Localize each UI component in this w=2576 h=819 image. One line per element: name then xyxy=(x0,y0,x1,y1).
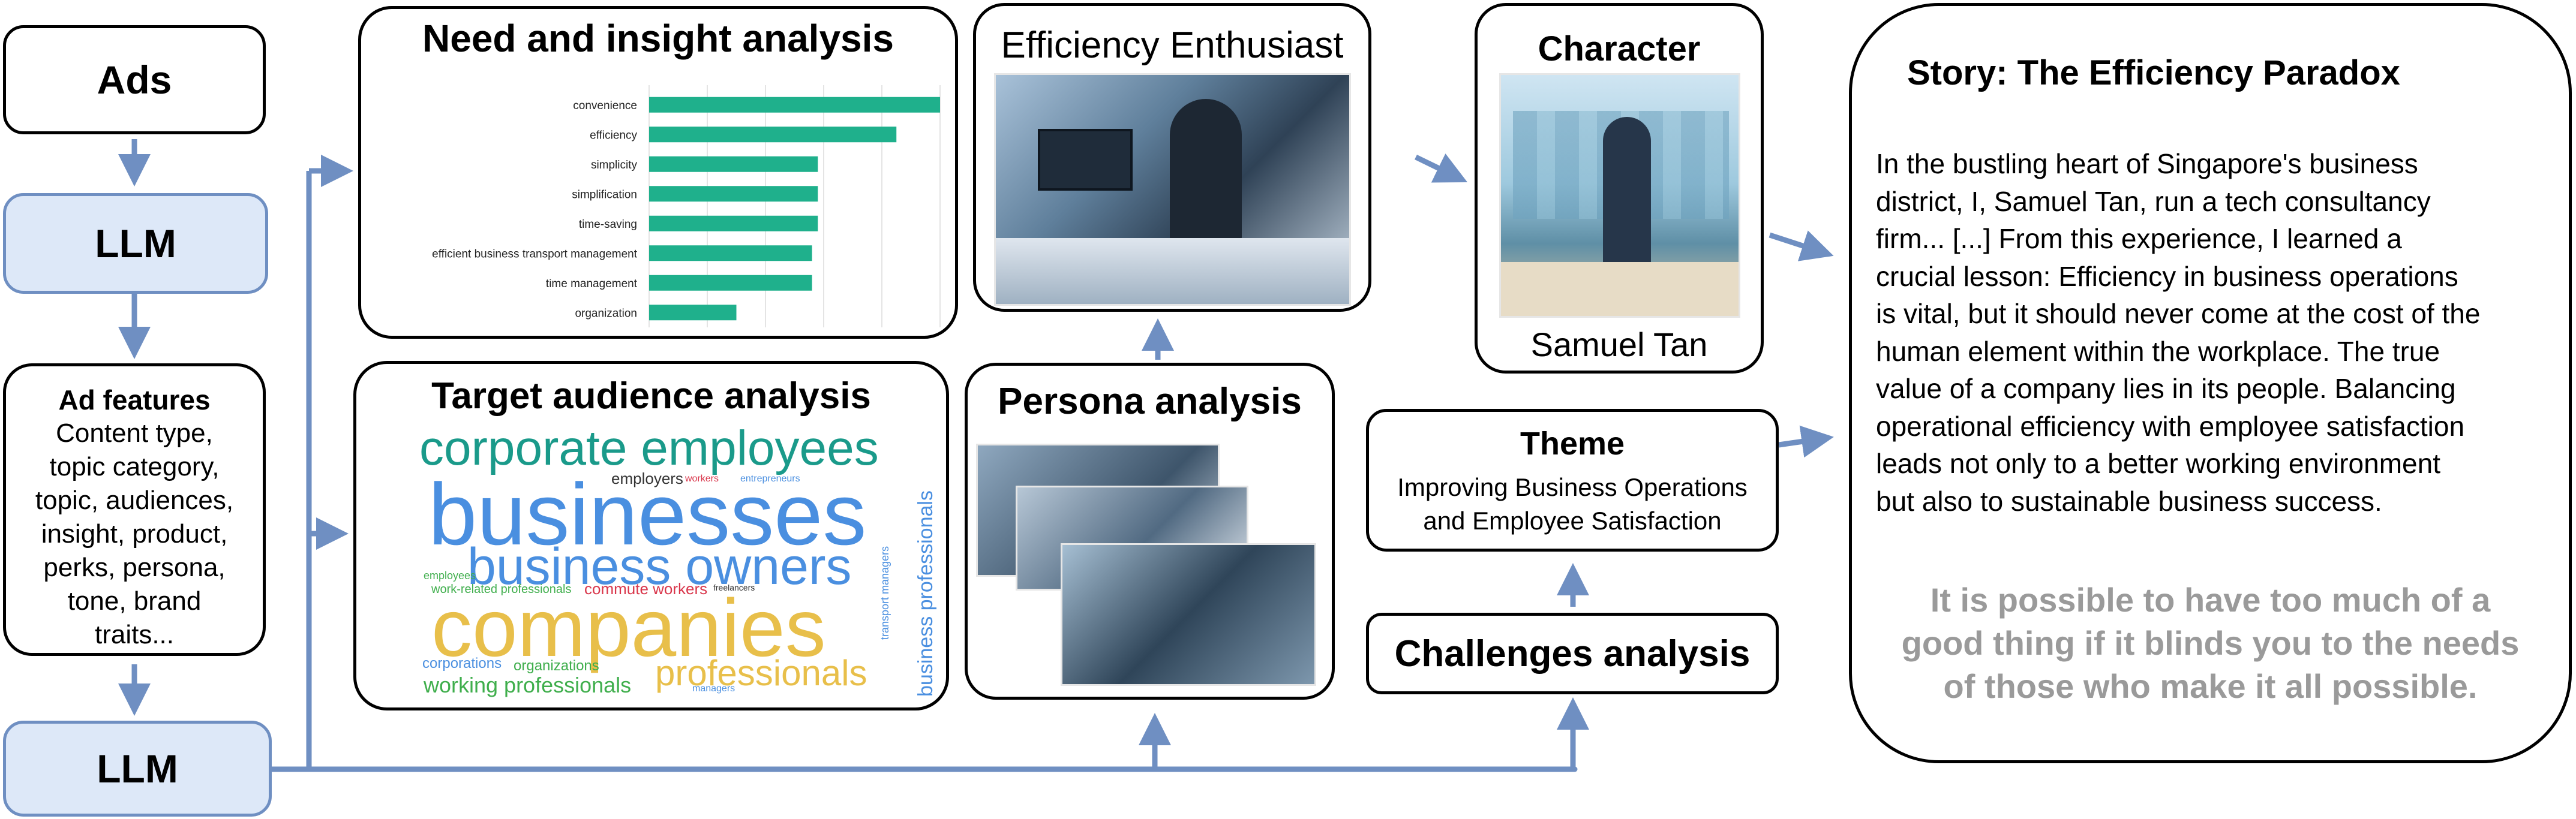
monitor-shape xyxy=(1038,129,1133,191)
story-body: In the bustling heart of Singapore's bus… xyxy=(1876,145,2480,520)
chart-category-label: time-saving xyxy=(579,218,637,231)
story-title: Story: The Efficiency Paradox xyxy=(1907,53,2400,92)
arrow-character-to-story xyxy=(1769,230,1834,261)
wordcloud-word: business professionals xyxy=(914,490,937,697)
target-audience-box: Target audience analysis corporate emplo… xyxy=(353,361,949,710)
llm-top-label: LLM xyxy=(95,221,176,266)
persona-office-image xyxy=(994,73,1351,306)
persona-image-front xyxy=(1061,543,1316,686)
story-line: district, I, Samuel Tan, run a tech cons… xyxy=(1876,185,2431,217)
story-line: value of a company lies in its people. B… xyxy=(1876,373,2456,404)
challenges-box: Challenges analysis xyxy=(1366,613,1779,694)
person-silhouette xyxy=(1170,99,1242,249)
ads-label: Ads xyxy=(97,58,172,102)
chart-bar xyxy=(649,97,940,113)
character-title: Character xyxy=(1538,29,1701,68)
wordcloud-word: employees xyxy=(424,570,476,582)
need-insight-bar-chart: convenience efficiency simplicity simplific… xyxy=(432,85,941,327)
theme-line: Improving Business Operations xyxy=(1397,473,1748,501)
wordcloud-word: organizations xyxy=(514,658,599,674)
wordcloud-word: workers xyxy=(685,474,719,484)
need-insight-box: Need and insight analysis convenience eff… xyxy=(358,6,958,339)
efficiency-enthusiast-title: Efficiency Enthusiast xyxy=(1001,25,1344,66)
ad-features-line: Content type, xyxy=(56,418,213,448)
wordcloud-word: work-related professionals xyxy=(431,583,572,596)
character-box: Character Samuel Tan xyxy=(1475,3,1764,374)
arrow-theme-to-story xyxy=(1778,425,1834,458)
wordcloud-word: managers xyxy=(692,683,735,694)
ad-features-line: topic, audiences, xyxy=(35,486,234,515)
desk-shape xyxy=(996,238,1349,304)
target-audience-title: Target audience analysis xyxy=(431,375,871,417)
story-moral-line: good thing if it blinds you to the needs xyxy=(1901,624,2520,662)
llm-bottom-box: LLM xyxy=(3,721,272,817)
ads-box: Ads xyxy=(3,25,266,134)
wordcloud-word: corporate employees xyxy=(419,421,879,475)
theme-box: Theme Improving Business Operations and … xyxy=(1366,409,1779,552)
story-moral: It is possible to have too much of a goo… xyxy=(1852,579,2569,708)
wordcloud-word: companies xyxy=(431,582,826,673)
character-name: Samuel Tan xyxy=(1530,326,1708,363)
theme-line: and Employee Satisfaction xyxy=(1423,507,1722,535)
chart-bar xyxy=(649,275,812,291)
wordcloud-word: employers xyxy=(611,469,683,487)
story-line: leads not only to a better working envir… xyxy=(1876,448,2440,479)
ad-features-box: Ad features Content type, topic category… xyxy=(3,363,266,656)
persona-analysis-title: Persona analysis xyxy=(998,381,1302,422)
story-line: firm... [...] From this experience, I le… xyxy=(1876,223,2402,254)
wordcloud-word: corporations xyxy=(422,655,502,672)
chart-category-label: efficiency xyxy=(590,129,637,141)
chart-bar xyxy=(649,186,818,202)
wordcloud-word: freelancers xyxy=(713,583,755,592)
arrow-enthusiast-to-character xyxy=(1415,153,1468,183)
wordcloud-word: entrepreneurs xyxy=(740,474,800,484)
wordcloud-word: transport managers xyxy=(879,546,891,640)
wordcloud-word: working professionals xyxy=(424,673,632,697)
chart-category-label: efficient business transport management xyxy=(432,248,638,260)
theme-text: Improving Business Operations and Employ… xyxy=(1369,471,1776,538)
chart-category-label: simplicity xyxy=(591,159,638,171)
persona-analysis-box: Persona analysis xyxy=(965,363,1335,700)
ad-features-line: topic category, xyxy=(49,452,220,481)
chart-bar xyxy=(649,215,818,231)
chart-category-label: convenience xyxy=(573,100,637,112)
wordcloud-word: commute workers xyxy=(584,580,708,598)
story-line: is vital, but it should never come at th… xyxy=(1876,298,2481,329)
story-line: operational efficiency with employee sat… xyxy=(1876,410,2465,442)
ad-features-line: perks, persona, xyxy=(43,553,226,582)
story-box: Story: The Efficiency Paradox In the bus… xyxy=(1849,3,2572,763)
efficiency-enthusiast-box: Efficiency Enthusiast xyxy=(973,3,1371,312)
story-line: but also to sustainable business success… xyxy=(1876,485,2382,517)
need-insight-title: Need and insight analysis xyxy=(422,17,894,60)
chart-bar xyxy=(649,156,818,172)
story-moral-line: It is possible to have too much of a xyxy=(1930,581,2491,619)
table-shape xyxy=(1501,262,1739,316)
chart-category-label: organization xyxy=(575,307,637,320)
word-cloud: corporate employees businesses business … xyxy=(356,364,946,707)
chart-bar xyxy=(649,305,737,321)
ad-features-line: insight, product, xyxy=(41,519,228,549)
ad-features-line: tone, brand xyxy=(67,586,202,616)
story-moral-line: of those who make it all possible. xyxy=(1943,667,2478,705)
story-line: In the bustling heart of Singapore's bus… xyxy=(1876,148,2418,179)
ad-features-text: Content type, topic category, topic, aud… xyxy=(6,417,263,652)
wordcloud-word: business owners xyxy=(467,538,852,595)
ad-features-title: Ad features xyxy=(58,384,211,415)
chart-category-label: time management xyxy=(546,278,638,290)
theme-title: Theme xyxy=(1520,426,1625,462)
llm-bottom-label: LLM xyxy=(97,746,178,791)
llm-top-box: LLM xyxy=(3,193,268,294)
story-line: crucial lesson: Efficiency in business o… xyxy=(1876,260,2458,292)
character-image xyxy=(1499,73,1740,318)
challenges-title: Challenges analysis xyxy=(1394,633,1751,675)
wordcloud-word: businesses xyxy=(428,465,867,563)
ad-features-line: traits... xyxy=(94,620,175,649)
story-line: human element within the workplace. The … xyxy=(1876,335,2440,367)
wordcloud-word: professionals xyxy=(655,653,867,693)
chart-bar xyxy=(649,245,812,261)
chart-category-label: simplification xyxy=(572,188,637,201)
chart-bar xyxy=(649,127,897,143)
